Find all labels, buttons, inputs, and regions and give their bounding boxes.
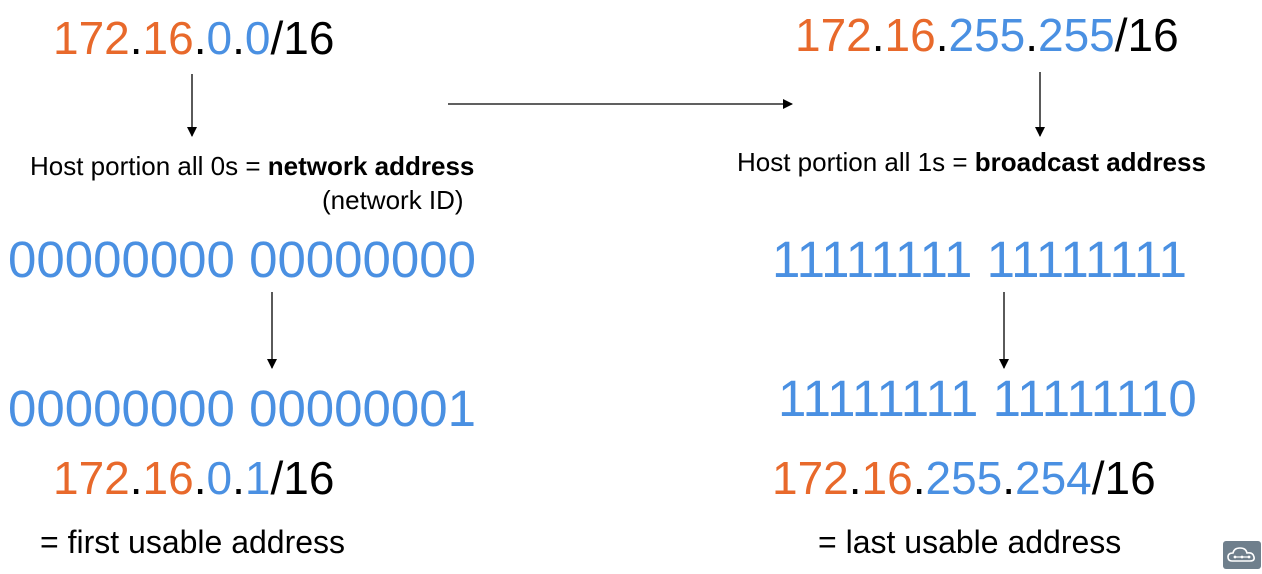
network-ip-dot2: . <box>193 12 207 64</box>
first-ip-octet1: 172 <box>53 452 130 504</box>
broadcast-ip-octet2: 16 <box>884 9 936 61</box>
network-ip-dot3: . <box>232 12 245 64</box>
network-ip-octet2: 16 <box>142 12 194 64</box>
network-label-prefix: Host portion all 0s = <box>30 151 268 181</box>
broadcast-label-prefix: Host portion all 1s = <box>737 147 975 177</box>
first-ip-octet3: 0 <box>206 452 233 504</box>
binary-first-host: 00000000 00000001 <box>8 380 476 437</box>
network-label-bold: network address <box>267 151 475 181</box>
first-ip-dot3: . <box>232 452 245 504</box>
broadcast-ip-dot1: . <box>871 9 885 61</box>
binary-broadcast-host: 11111111 11111111 <box>772 231 1187 288</box>
broadcast-ip-octet4: 255 <box>1038 9 1115 61</box>
last-usable-label: = last usable address <box>818 524 1122 560</box>
last-ip-octet2: 16 <box>861 452 913 504</box>
network-address-label: Host portion all 0s = network address <box>30 153 474 179</box>
last-ip-dot1: . <box>848 452 862 504</box>
network-ip-octet4: 0 <box>244 12 271 64</box>
first-ip-dot2: . <box>193 452 207 504</box>
first-usable-label: = first usable address <box>40 524 346 560</box>
network-ip-octet1: 172 <box>53 12 130 64</box>
network-ip-prefix: /16 <box>270 12 335 64</box>
broadcast-ip: 172.16.255.255/16 <box>795 12 1179 58</box>
network-ip-octet3: 0 <box>206 12 233 64</box>
broadcast-label-bold: broadcast address <box>974 147 1206 177</box>
broadcast-ip-dot2: . <box>935 9 949 61</box>
first-ip-prefix: /16 <box>270 452 335 504</box>
broadcast-address-label: Host portion all 1s = broadcast address <box>737 149 1206 175</box>
first-ip-octet2: 16 <box>142 452 194 504</box>
last-ip-dot3: . <box>1002 452 1016 504</box>
broadcast-ip-prefix: /16 <box>1114 9 1179 61</box>
cloud-logo-icon <box>1223 541 1261 569</box>
last-ip-octet1: 172 <box>772 452 849 504</box>
network-ip-dot1: . <box>129 12 143 64</box>
last-ip-dot2: . <box>912 452 926 504</box>
first-usable-ip: 172.16.0.1/16 <box>53 455 334 501</box>
last-ip-prefix: /16 <box>1091 452 1156 504</box>
binary-last-host: 11111111 11111110 <box>778 370 1197 427</box>
broadcast-ip-octet1: 172 <box>795 9 872 61</box>
broadcast-ip-octet3: 255 <box>948 9 1026 61</box>
last-usable-ip: 172.16.255.254/16 <box>772 455 1156 501</box>
last-ip-octet3: 255 <box>925 452 1003 504</box>
broadcast-ip-dot3: . <box>1025 9 1039 61</box>
cloud-logo-glyph <box>1227 547 1255 562</box>
network-ip: 172.16.0.0/16 <box>53 15 334 61</box>
network-id-label: (network ID) <box>322 185 464 215</box>
first-ip-octet4: 1 <box>244 452 271 504</box>
last-ip-octet4: 254 <box>1015 452 1092 504</box>
binary-network-host: 00000000 00000000 <box>8 231 476 288</box>
first-ip-dot1: . <box>129 452 143 504</box>
